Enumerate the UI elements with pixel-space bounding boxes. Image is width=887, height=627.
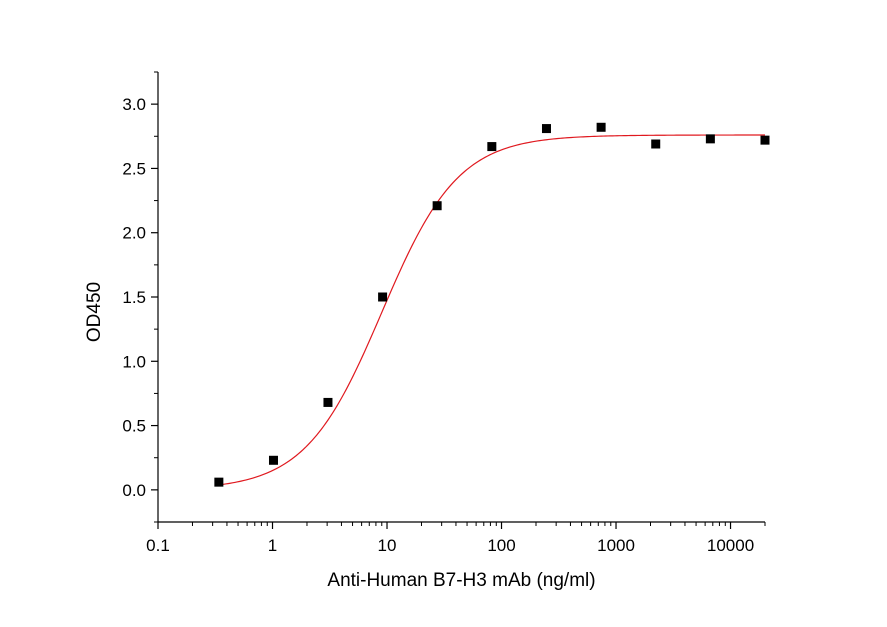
x-tick-label: 100 xyxy=(487,536,515,555)
x-tick-label: 1000 xyxy=(597,536,635,555)
data-point xyxy=(541,124,551,134)
x-tick-label: 10000 xyxy=(707,536,754,555)
fit-curve-line xyxy=(218,134,765,486)
data-point xyxy=(268,455,278,465)
y-axis-title: OD450 xyxy=(84,282,105,342)
x-tick-label: 10 xyxy=(378,536,397,555)
data-point xyxy=(651,139,661,149)
data-point xyxy=(323,397,333,407)
data-points xyxy=(214,122,770,487)
y-axis-ticks: 0.0 0.5 1.0 1.5 2.0 2.5 3.0 xyxy=(122,71,158,523)
x-axis-title: Anti-Human B7-H3 mAb (ng/ml) xyxy=(327,570,595,591)
axes-frame xyxy=(157,72,765,523)
data-point xyxy=(214,477,224,487)
data-point xyxy=(705,134,715,144)
y-tick-label: 2.0 xyxy=(122,224,146,243)
x-axis-ticks: 0.1 1 10 100 1000 10000 xyxy=(146,522,766,555)
x-tick-label: 1 xyxy=(268,536,277,555)
y-tick-label: 1.5 xyxy=(122,288,146,307)
x-tick-label: 0.1 xyxy=(146,536,170,555)
data-point xyxy=(596,122,606,132)
y-tick-label: 1.0 xyxy=(122,352,146,371)
data-point xyxy=(760,135,770,145)
y-tick-label: 0.0 xyxy=(122,481,146,500)
data-point xyxy=(378,292,388,302)
y-tick-label: 0.5 xyxy=(122,417,146,436)
y-tick-label: 2.5 xyxy=(122,159,146,178)
data-point xyxy=(432,201,442,211)
y-tick-label: 3.0 xyxy=(122,95,146,114)
data-point xyxy=(487,142,497,152)
